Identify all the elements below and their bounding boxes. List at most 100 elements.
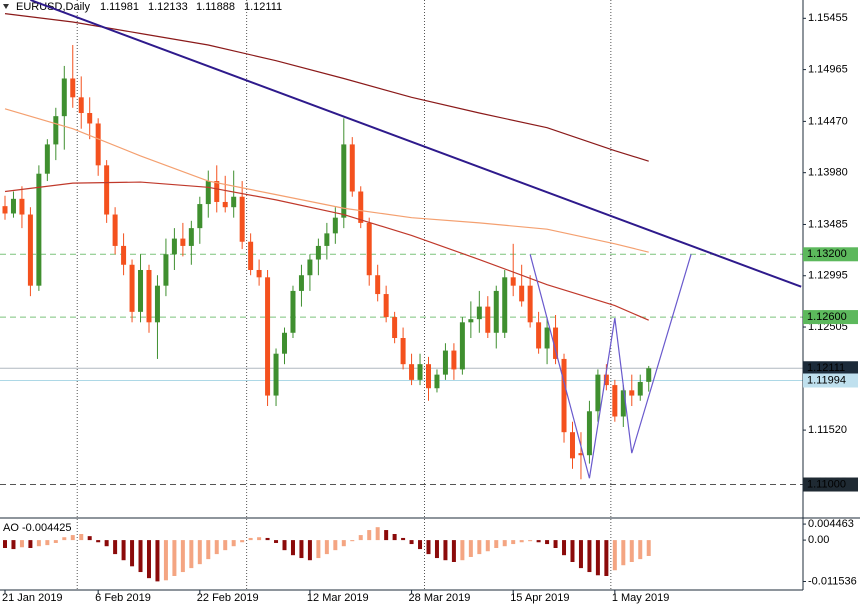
x-tick-label: 28 Mar 2019 (409, 592, 471, 604)
candle-body (154, 285, 160, 323)
header-low: 1.11888 (196, 1, 235, 13)
ao-bar (392, 534, 397, 541)
candle-body (273, 353, 279, 396)
candle-body (349, 144, 355, 192)
y-tick-label: 1.12995 (808, 270, 848, 282)
ao-bar (70, 535, 75, 541)
header-high: 1.12133 (148, 1, 188, 13)
ao-bar (257, 537, 262, 541)
ao-bar (121, 540, 126, 561)
candle-body (620, 390, 626, 417)
ao-bar (3, 540, 7, 548)
ao-bar (45, 540, 50, 546)
ao-bar (350, 540, 355, 542)
y-tick-label: 0.004463 (808, 518, 854, 530)
header-close: 1.12111 (244, 1, 282, 13)
candle-body (214, 181, 220, 202)
y-tick-label: 1.15455 (808, 12, 848, 24)
candle-body (426, 364, 431, 389)
ao-bar (621, 540, 626, 566)
candle-body (493, 290, 499, 333)
candle-body (586, 411, 592, 456)
candle-body (146, 269, 152, 323)
candle-body (434, 374, 440, 389)
candle-body (612, 385, 618, 417)
candle-body (527, 285, 533, 323)
candle-body (629, 390, 635, 396)
ao-bar (545, 540, 550, 545)
candle-body (536, 322, 542, 349)
candle-body (375, 275, 381, 295)
candle-body (44, 144, 50, 174)
ao-bar (375, 527, 380, 541)
ao-bar (358, 535, 363, 541)
ao-bar (282, 540, 287, 551)
ao-bar (206, 540, 211, 560)
ao-bar (418, 540, 423, 550)
ao-bar (138, 540, 143, 573)
level-box (803, 477, 858, 492)
ao-bar (426, 540, 431, 555)
x-tick-label: 6 Feb 2019 (95, 592, 151, 604)
ao-bar (163, 540, 168, 581)
ao-bar (443, 540, 448, 561)
ao-bar (587, 540, 592, 573)
ao-bar (485, 540, 490, 552)
candle-body (36, 173, 42, 286)
candle-body (163, 254, 169, 286)
candle-body (298, 275, 304, 291)
candle-body (19, 198, 25, 215)
ao-bar (274, 540, 279, 543)
ao-bar (96, 540, 101, 543)
ao-bar (231, 540, 236, 547)
ao-bar (595, 540, 600, 576)
candle-body (171, 238, 177, 255)
candle-body (485, 306, 491, 333)
candle-body (569, 432, 575, 459)
candle-body (282, 332, 288, 354)
candle-body (27, 214, 33, 286)
ao-bar (104, 540, 109, 547)
candle-body (231, 196, 237, 208)
candle-body (510, 277, 516, 286)
ao-bar (36, 540, 41, 547)
candle-body (646, 368, 652, 382)
ao-bar (604, 540, 609, 576)
ao-bar (468, 540, 473, 557)
y-tick-label: 1.13980 (808, 167, 848, 179)
ao-bar (401, 537, 406, 541)
candle-body (341, 144, 347, 218)
ao-bar (316, 540, 321, 559)
candle-body (138, 269, 144, 312)
ao-bar (519, 540, 524, 543)
candle-body (104, 165, 110, 215)
level-box (803, 247, 858, 262)
x-tick-label: 15 Apr 2019 (510, 592, 569, 604)
level-label: 1.13200 (807, 248, 847, 260)
ao-bar (180, 540, 185, 573)
candle-body (603, 374, 609, 386)
candle-body (61, 78, 67, 117)
ao-bar (333, 540, 338, 551)
candle-body (561, 358, 567, 433)
y-tick-label: -0.011536 (808, 575, 857, 587)
candle-body (442, 350, 448, 375)
ao-bar (494, 540, 499, 548)
ao-bar (214, 540, 219, 555)
menu-icon[interactable] (3, 4, 9, 9)
candle-body (256, 269, 262, 278)
ao-bar (553, 540, 558, 548)
ao-bar (11, 540, 16, 550)
ao-bar (434, 540, 439, 559)
candle-body (383, 294, 389, 318)
candle-body (392, 317, 398, 339)
ao-bar (562, 540, 567, 556)
candle-body (544, 327, 550, 349)
ao-bar (460, 540, 465, 561)
level-box (803, 373, 858, 388)
ao-bar (638, 540, 643, 560)
ao-bar (113, 540, 118, 555)
candle-body (265, 277, 271, 396)
candle-body (95, 123, 101, 166)
